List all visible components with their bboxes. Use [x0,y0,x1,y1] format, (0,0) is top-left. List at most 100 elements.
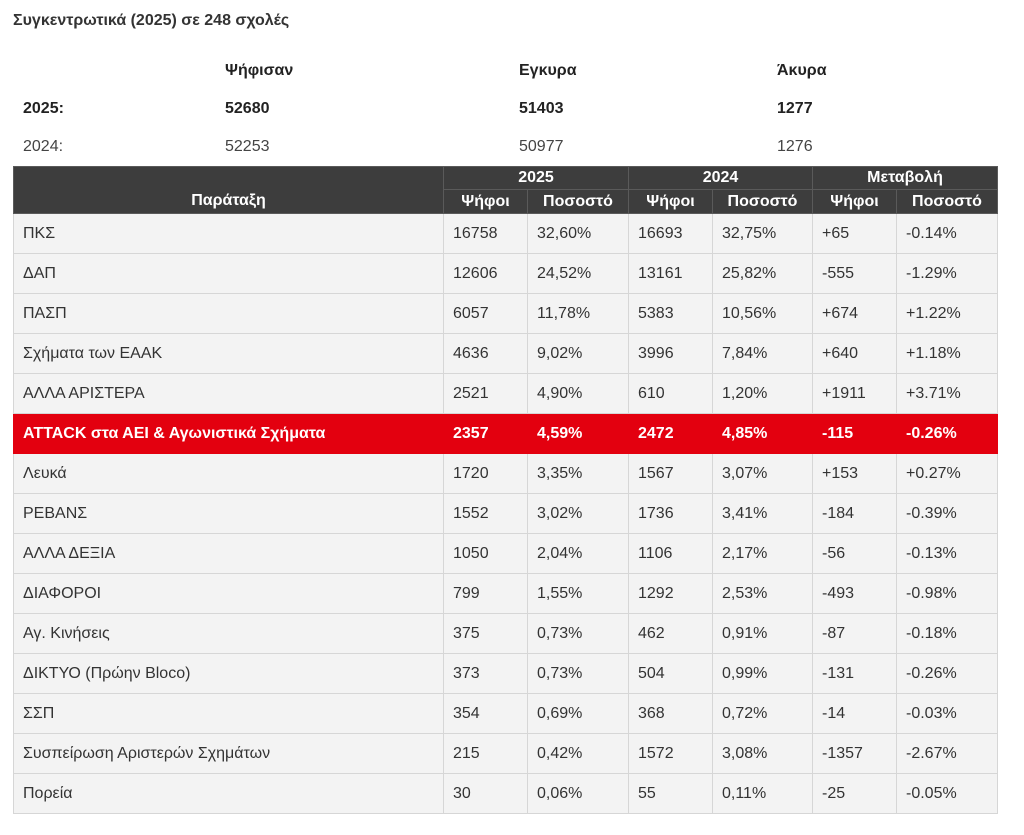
table-row: ΔΑΠ 12606 24,52% 13161 25,82% -555 -1.29% [13,253,999,294]
votes-change-cell: -25 [812,773,897,814]
percent-2025-cell: 0,73% [527,613,629,654]
percent-change-cell: +0.27% [895,453,999,494]
votes-2025-cell: 354 [443,693,528,734]
votes-change-cell: -87 [812,613,897,654]
header-votes: Ψήφοι [628,189,713,214]
percent-change-cell: -0.26% [895,413,999,454]
header-votes: Ψήφοι [812,189,897,214]
percent-2025-cell: 0,06% [527,773,629,814]
table-row: Σχήματα των ΕΑΑΚ 4636 9,02% 3996 7,84% +640 +1… [13,333,999,374]
header-year-2025: 2025 [443,166,629,190]
votes-change-cell: -1357 [812,733,897,774]
party-cell: Συσπείρωση Αριστερών Σχημάτων [13,733,444,774]
results-header: Παράταξη 2025 2024 Μεταβολή Ψήφοι Ποσοστ… [13,166,999,214]
votes-change-cell: -115 [812,413,897,454]
percent-2025-cell: 1,55% [527,573,629,614]
votes-2025-cell: 6057 [443,293,528,334]
party-cell: ATTACK στα ΑΕΙ & Αγωνιστικά Σχήματα [13,413,444,454]
results-body: ΠΚΣ 16758 32,60% 16693 32,75% +65 -0.14% ΔΑΠ 126… [13,213,999,814]
party-cell: ΔΙΚΤΥΟ (Πρώην Bloco) [13,653,444,694]
summary-invalid-value: 1277 [777,100,813,117]
header-party: Παράταξη [13,166,444,214]
percent-change-cell: -0.26% [895,653,999,694]
votes-2024-cell: 16693 [628,213,713,254]
party-cell: Λευκά [13,453,444,494]
party-cell: ΑΛΛΑ ΔΕΞΙΑ [13,533,444,574]
percent-2024-cell: 10,56% [712,293,813,334]
summary-voted-value: 52680 [225,100,270,117]
party-cell: ΠΑΣΠ [13,293,444,334]
percent-2025-cell: 24,52% [527,253,629,294]
header-year-2024: 2024 [628,166,813,190]
votes-change-cell: +674 [812,293,897,334]
party-cell: ΡΕΒΑΝΣ [13,493,444,534]
votes-2024-cell: 1567 [628,453,713,494]
table-row: Αγ. Κινήσεις 375 0,73% 462 0,91% -87 -0.18% [13,613,999,654]
votes-change-cell: +640 [812,333,897,374]
percent-2024-cell: 0,91% [712,613,813,654]
table-row: ΑΛΛΑ ΔΕΞΙΑ 1050 2,04% 1106 2,17% -56 -0.13% [13,533,999,574]
votes-2025-cell: 1552 [443,493,528,534]
summary-header-row: Ψήφισαν Εγκυρα Άκυρα [13,52,977,90]
header-change: Μεταβολή [811,166,999,190]
percent-change-cell: +1.22% [895,293,999,334]
party-cell: ΑΛΛΑ ΑΡΙΣΤΕΡΑ [13,373,444,414]
summary-header-empty [13,52,225,90]
votes-2025-cell: 215 [443,733,528,774]
summary-row-2024: 2024: 52253 50977 1276 [13,128,977,166]
percent-2025-cell: 0,73% [527,653,629,694]
party-cell: ΔΑΠ [13,253,444,294]
header-percent: Ποσοστό [712,189,813,214]
votes-2025-cell: 375 [443,613,528,654]
results-table: Παράταξη 2025 2024 Μεταβολή Ψήφοι Ποσοστ… [13,166,999,814]
votes-2024-cell: 55 [628,773,713,814]
table-row: ΣΣΠ 354 0,69% 368 0,72% -14 -0.03% [13,693,999,734]
summary-table: Ψήφισαν Εγκυρα Άκυρα 2025: 52680 51403 1… [13,52,977,166]
table-row: Λευκά 1720 3,35% 1567 3,07% +153 +0.27% [13,453,999,494]
party-cell: ΔΙΑΦΟΡΟΙ [13,573,444,614]
percent-2025-cell: 3,35% [527,453,629,494]
percent-change-cell: -0.14% [895,213,999,254]
party-cell: Αγ. Κινήσεις [13,613,444,654]
votes-change-cell: +1911 [812,373,897,414]
summary-voted-value: 52253 [225,138,270,155]
percent-change-cell: -2.67% [895,733,999,774]
votes-2024-cell: 610 [628,373,713,414]
percent-2025-cell: 32,60% [527,213,629,254]
percent-2024-cell: 0,99% [712,653,813,694]
party-cell: Πορεία [13,773,444,814]
table-row-highlighted: ATTACK στα ΑΕΙ & Αγωνιστικά Σχήματα 2357 4… [13,413,999,454]
summary-header-voted: Ψήφισαν [225,62,294,79]
table-row: Πορεία 30 0,06% 55 0,11% -25 -0.05% [13,773,999,814]
percent-2025-cell: 4,90% [527,373,629,414]
percent-2024-cell: 2,17% [712,533,813,574]
header-row-groups: Παράταξη 2025 2024 Μεταβολή [13,166,999,214]
summary-header-invalid: Άκυρα [777,62,827,79]
percent-2024-cell: 3,41% [712,493,813,534]
party-cell: Σχήματα των ΕΑΑΚ [13,333,444,374]
percent-2024-cell: 7,84% [712,333,813,374]
table-row: ΡΕΒΑΝΣ 1552 3,02% 1736 3,41% -184 -0.39% [13,493,999,534]
votes-2025-cell: 2521 [443,373,528,414]
votes-change-cell: +153 [812,453,897,494]
votes-2025-cell: 12606 [443,253,528,294]
votes-change-cell: -131 [812,653,897,694]
summary-header-valid: Εγκυρα [519,62,577,79]
votes-2024-cell: 1572 [628,733,713,774]
percent-2024-cell: 1,20% [712,373,813,414]
votes-2024-cell: 5383 [628,293,713,334]
votes-2024-cell: 1106 [628,533,713,574]
summary-year-label: 2024: [23,138,64,155]
votes-change-cell: -493 [812,573,897,614]
votes-2025-cell: 2357 [443,413,528,454]
percent-2025-cell: 2,04% [527,533,629,574]
percent-change-cell: +1.18% [895,333,999,374]
percent-2024-cell: 0,11% [712,773,813,814]
percent-2025-cell: 4,59% [527,413,629,454]
percent-2024-cell: 2,53% [712,573,813,614]
percent-2025-cell: 9,02% [527,333,629,374]
votes-change-cell: -14 [812,693,897,734]
votes-2024-cell: 2472 [628,413,713,454]
votes-2025-cell: 4636 [443,333,528,374]
votes-change-cell: -56 [812,533,897,574]
